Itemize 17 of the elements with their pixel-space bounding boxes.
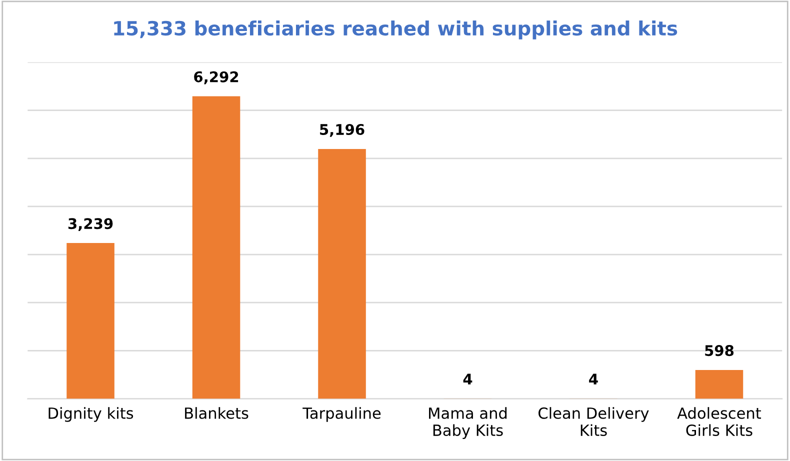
x-tick-label: Dignity kits (48, 407, 134, 422)
data-label: 4 (589, 374, 598, 384)
data-label: 3,239 (68, 218, 113, 231)
data-label: 5,196 (320, 124, 364, 137)
x-tick-label: Blankets (185, 407, 248, 419)
x-tick-label: Clean Delivery Kits (538, 407, 649, 436)
bar (66, 243, 114, 399)
data-label: 6,292 (194, 71, 238, 84)
chart-title: 15,333 beneficiaries reached with supplies and kits (114, 20, 678, 40)
x-tick-label: Adolescent Girls Kits (677, 407, 762, 436)
bar (192, 96, 240, 399)
data-label: 4 (463, 374, 472, 384)
bar (695, 370, 744, 399)
bar (318, 148, 366, 399)
x-tick-label: Tarpauline (302, 407, 381, 422)
data-label: 598 (705, 345, 734, 356)
x-tick-label: Mama and Baby Kits (429, 407, 507, 439)
